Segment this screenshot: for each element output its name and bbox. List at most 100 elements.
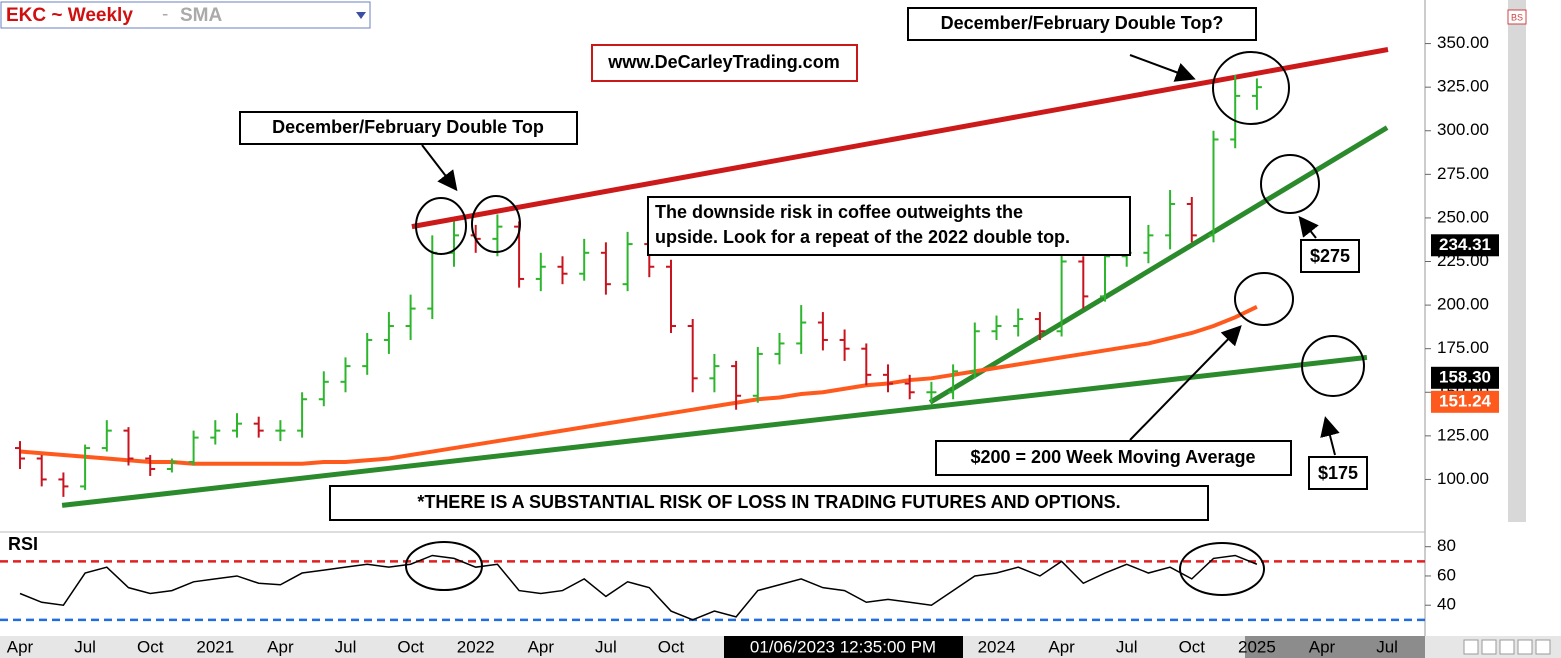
- disclaimer-box: [329, 485, 1209, 521]
- tool-button[interactable]: [1463, 639, 1479, 655]
- ohlc-bar: [600, 242, 611, 295]
- ohlc-bar: [492, 214, 503, 257]
- trendline: [928, 125, 1389, 405]
- ohlc-bar: [188, 430, 199, 466]
- ohlc-bar: [362, 332, 373, 375]
- y-tick-label: 125.00: [1437, 425, 1489, 444]
- price-tag-label: 234.31: [1439, 235, 1491, 254]
- target-box: [1300, 239, 1360, 273]
- plot: 100.00125.00150.00175.00200.00225.00250.…: [0, 33, 1499, 656]
- ohlc-bar: [622, 231, 633, 292]
- highlight-circle: [405, 541, 483, 591]
- ohlc-bar: [709, 353, 720, 393]
- ohlc-bar: [1186, 197, 1197, 243]
- study: SMA: [180, 5, 223, 26]
- x-tick-label: 2022: [457, 637, 495, 656]
- price-tag: [1431, 390, 1499, 413]
- y-tick-label: 80: [1437, 536, 1456, 555]
- ohlc-bar: [383, 312, 394, 354]
- x-tick-label: Jul: [1116, 637, 1138, 656]
- x-tick-label: Apr: [267, 637, 294, 656]
- arrow: [1298, 215, 1319, 239]
- separator: -: [162, 4, 168, 25]
- comment-line: The downside risk in coffee outweights t…: [655, 202, 1023, 222]
- ohlc-bar: [535, 252, 546, 292]
- ohlc-bar: [839, 329, 850, 361]
- arrow: [1129, 325, 1242, 441]
- ohlc-bar: [58, 472, 69, 497]
- y-tick-label: 325.00: [1437, 77, 1489, 96]
- y-tick-label: 40: [1437, 595, 1456, 614]
- x-tick-label: Jul: [335, 637, 357, 656]
- comment-line: upside. Look for a repeat of the 2022 do…: [655, 227, 1070, 247]
- x-tick-label: Apr: [7, 637, 34, 656]
- ohlc-bar: [1165, 190, 1176, 250]
- highlight-circle: [1179, 542, 1265, 596]
- badge[interactable]: [1507, 9, 1527, 25]
- rsi-line: [19, 554, 1258, 621]
- tool-button[interactable]: [1535, 639, 1551, 655]
- ohlc-bar: [101, 420, 112, 452]
- y-tick-label: 275.00: [1437, 164, 1489, 183]
- x-tick-label: Oct: [397, 637, 424, 656]
- x-tick-label: 2024: [978, 637, 1016, 656]
- target-lower: $175: [1318, 463, 1358, 483]
- rsi-title: RSI: [8, 534, 38, 554]
- scrollbar[interactable]: [1508, 0, 1526, 522]
- arrow: [1129, 54, 1196, 82]
- moving-average: [19, 305, 1258, 466]
- ohlc-bar: [318, 371, 329, 407]
- x-tick-label: Apr: [1309, 637, 1336, 656]
- x-tick-label: Oct: [137, 637, 164, 656]
- x-tick-label: 2021: [196, 637, 234, 656]
- ohlc-bar: [687, 319, 698, 393]
- axis-panel: [1425, 0, 1561, 636]
- ohlc-bar: [145, 455, 156, 476]
- tool-button[interactable]: [1481, 639, 1497, 655]
- symbol: EKC ~ Weekly: [6, 5, 133, 26]
- ma-note: $200 = 200 Week Moving Average: [971, 447, 1256, 467]
- ohlc-bar: [883, 364, 893, 393]
- ohlc-bar: [340, 357, 351, 393]
- highlight-circle: [471, 195, 521, 253]
- highlight-circle: [415, 197, 467, 255]
- ohlc-bar: [948, 364, 959, 400]
- tool-button[interactable]: [1517, 639, 1533, 655]
- y-tick-label: 200.00: [1437, 295, 1489, 314]
- price-tag-label: 158.30: [1439, 367, 1491, 386]
- highlight-circle: [1212, 51, 1290, 125]
- ohlc-bar: [731, 360, 742, 410]
- disclaimer: *THERE IS A SUBSTANTIAL RISK OF LOSS IN …: [417, 492, 1120, 512]
- dropdown-arrow[interactable]: [356, 12, 366, 19]
- ohlc-bar: [774, 332, 785, 365]
- arrow: [1320, 416, 1340, 456]
- y-tick-label: 60: [1437, 565, 1456, 584]
- x-tick-label: Jul: [1376, 637, 1398, 656]
- symbol-box[interactable]: [0, 1, 371, 29]
- ohlc-bar: [166, 458, 177, 473]
- comment-box: [647, 196, 1131, 256]
- ohlc-bar: [15, 441, 25, 469]
- x-tick-label: Oct: [658, 637, 685, 656]
- ohlc-bar: [926, 381, 937, 403]
- ohlc-bar: [80, 444, 91, 490]
- ohlc-bar: [861, 343, 872, 386]
- x-tick-label: Apr: [1048, 637, 1075, 656]
- price-tag-label: 151.24: [1439, 391, 1492, 410]
- trendline: [61, 354, 1368, 508]
- y-tick-label: 250.00: [1437, 207, 1489, 226]
- ohlc-bar: [796, 305, 807, 354]
- tool-button[interactable]: [1499, 639, 1515, 655]
- past-top: December/February Double Top: [272, 117, 544, 137]
- ohlc-bar: [1034, 312, 1045, 340]
- ohlc-bar: [752, 346, 763, 403]
- ohlc-bar: [232, 413, 242, 438]
- x-tick-label: Jul: [74, 637, 96, 656]
- ma-note-box: [935, 440, 1292, 476]
- ohlc-bar: [1078, 256, 1089, 309]
- ohlc-bar: [405, 294, 416, 340]
- past-top-box: [239, 111, 578, 145]
- x-tick-label: Jul: [595, 637, 617, 656]
